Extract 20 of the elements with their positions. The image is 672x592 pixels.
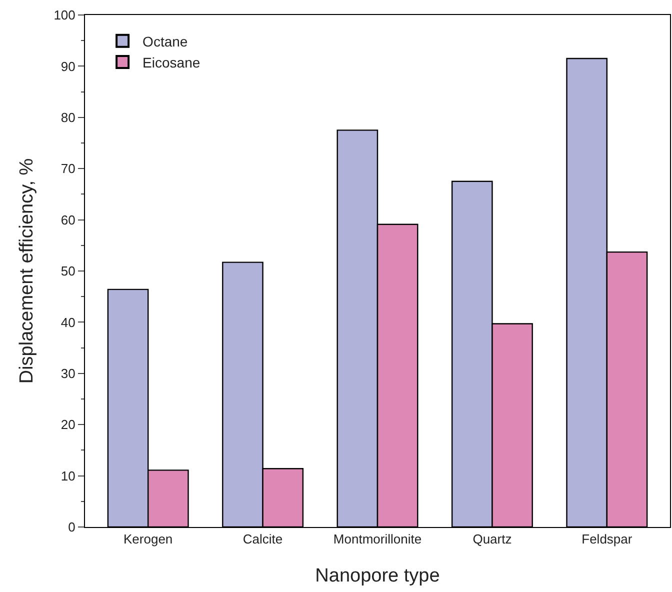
y-tick-label: 70	[60, 161, 76, 176]
y-tick-label: 20	[60, 417, 76, 432]
y-axis-title: Displacement efficiency, %	[16, 158, 38, 384]
x-tick-label: Calcite	[242, 532, 283, 547]
y-tick-label: 100	[54, 8, 76, 23]
y-tick-label: 90	[60, 58, 76, 74]
legend-label: Octane	[142, 33, 188, 50]
y-tick-label: 80	[60, 110, 76, 125]
x-tick-label: Feldspar	[582, 532, 633, 547]
y-tick-label: 10	[60, 468, 76, 484]
x-tick-label: Kerogen	[124, 532, 173, 547]
x-tick-label: Quartz	[472, 532, 512, 547]
y-tick-label: 40	[60, 314, 76, 330]
x-tick-label: Montmorillonite	[333, 532, 422, 547]
y-tick-label: 0	[68, 520, 76, 535]
y-tick-label: 50	[60, 264, 76, 279]
legend-label: Eicosane	[142, 54, 200, 70]
y-tick-label: 30	[60, 366, 76, 381]
x-axis-title: Nanopore type	[315, 565, 440, 586]
y-tick-label: 60	[60, 212, 76, 228]
